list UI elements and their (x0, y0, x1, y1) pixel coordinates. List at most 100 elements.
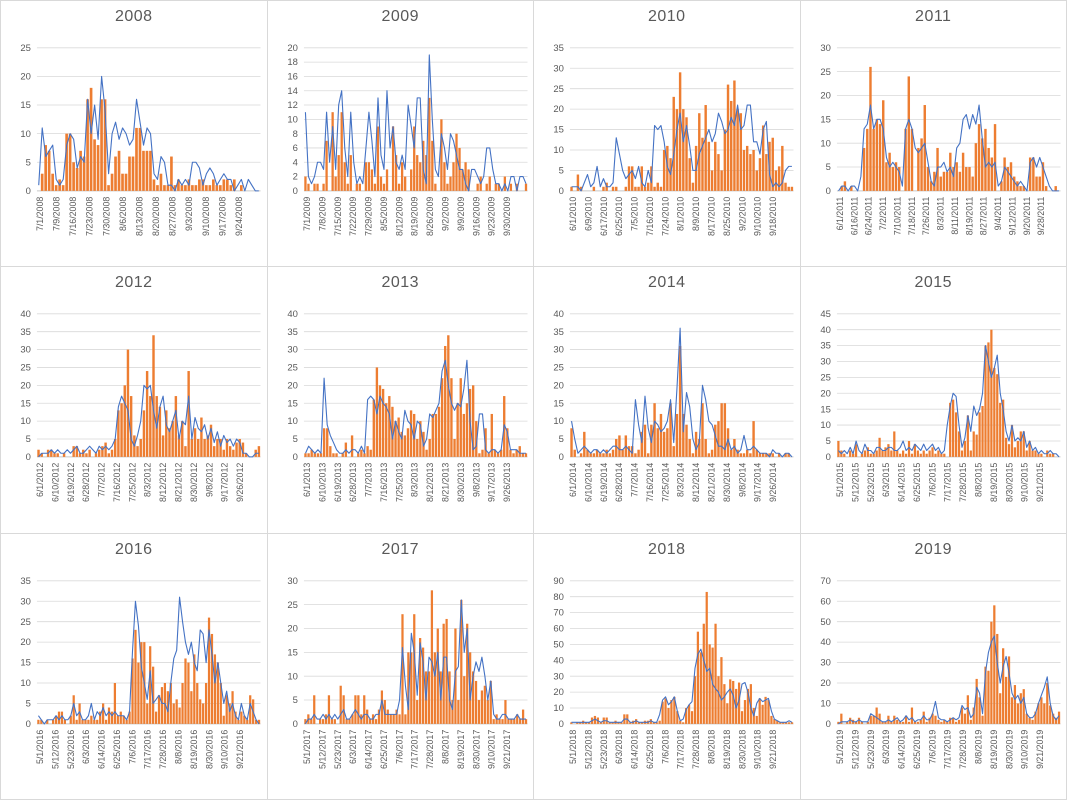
chart-cell-2013[interactable]: 2013 0 5 10 15 20 25 30 35 40 6/1/2013 6/10/2013 6/… (267, 267, 534, 534)
svg-text:7/28/2016: 7/28/2016 (158, 729, 168, 768)
svg-text:7/1/2008: 7/1/2008 (35, 197, 45, 231)
svg-text:6/3/2017: 6/3/2017 (348, 729, 358, 763)
svg-text:90: 90 (553, 575, 564, 586)
svg-text:7/5/2010: 7/5/2010 (629, 197, 639, 231)
svg-text:8/19/2011: 8/19/2011 (964, 197, 974, 236)
svg-text:9/30/2009: 9/30/2009 (502, 197, 512, 236)
svg-text:7/26/2011: 7/26/2011 (921, 197, 931, 236)
chart-cell-2017[interactable]: 2017 0 5 10 15 20 25 30 5/1/2017 5/12/2017 5/23/2… (267, 533, 534, 800)
svg-text:7/10/2011: 7/10/2011 (892, 197, 902, 236)
svg-text:8/13/2008: 8/13/2008 (134, 197, 144, 236)
svg-text:6/25/2017: 6/25/2017 (378, 729, 388, 768)
svg-text:8/30/2015: 8/30/2015 (1004, 463, 1014, 502)
svg-text:30: 30 (553, 62, 564, 73)
svg-text:15: 15 (820, 404, 831, 415)
svg-text:7/24/2010: 7/24/2010 (660, 197, 670, 236)
chart-cell-2009[interactable]: 2009 0 2 4 6 8 10 12 14 16 18 20 7/1/2009 7/8/2009 7/… (267, 1, 534, 268)
svg-text:8/27/2008: 8/27/2008 (167, 197, 177, 236)
chart-title: 2017 (381, 540, 420, 558)
svg-text:35: 35 (553, 42, 564, 53)
svg-text:20: 20 (820, 677, 831, 688)
svg-text:5/23/2018: 5/23/2018 (599, 729, 609, 768)
chart-cell-2014[interactable]: 2014 0 5 10 15 20 25 30 35 40 6/1/2014 6/10/2014 6/… (534, 267, 801, 534)
svg-text:8/19/2009: 8/19/2009 (409, 197, 419, 236)
svg-text:0: 0 (292, 451, 297, 462)
svg-text:6/28/2014: 6/28/2014 (614, 463, 624, 502)
svg-text:20: 20 (20, 636, 31, 647)
svg-text:8: 8 (292, 128, 297, 139)
chart-plot: 0 5 10 15 20 25 30 35 40 6/1/2013 6/10/2013 6/19/20… (287, 308, 528, 502)
chart-cell-2012[interactable]: 2012 0 5 10 15 20 25 30 35 40 6/1/2012 6/10/2012 6/… (1, 267, 268, 534)
svg-text:9/8/2012: 9/8/2012 (204, 463, 214, 497)
chart-cell-2008[interactable]: 2008 0 5 10 15 20 25 7/1/2008 7/9/2008 7/16/2008… (1, 1, 268, 268)
svg-text:30: 30 (20, 344, 31, 355)
svg-text:25: 25 (287, 362, 298, 373)
svg-text:9/20/2011: 9/20/2011 (1021, 197, 1031, 236)
svg-text:20: 20 (287, 622, 298, 633)
svg-text:14: 14 (287, 85, 298, 96)
svg-text:9/3/2008: 9/3/2008 (184, 197, 194, 231)
svg-text:5: 5 (26, 156, 31, 167)
svg-text:12: 12 (287, 99, 298, 110)
svg-text:0: 0 (825, 718, 830, 729)
chart-title: 2012 (114, 274, 153, 292)
chart-plot: 0 5 10 15 20 25 7/1/2008 7/9/2008 7/16/2008 7/23/… (20, 42, 261, 236)
svg-text:30: 30 (820, 656, 831, 667)
svg-text:5/1/2017: 5/1/2017 (301, 729, 311, 763)
svg-text:5/23/2016: 5/23/2016 (66, 729, 76, 768)
svg-text:7/16/2014: 7/16/2014 (645, 463, 655, 502)
svg-text:10: 10 (553, 144, 564, 155)
svg-text:0: 0 (825, 185, 830, 196)
svg-text:5: 5 (26, 434, 31, 445)
svg-text:6/19/2012: 6/19/2012 (66, 463, 76, 502)
svg-text:20: 20 (553, 686, 564, 697)
svg-text:6/3/2018: 6/3/2018 (614, 729, 624, 763)
svg-text:30: 30 (553, 344, 564, 355)
svg-text:70: 70 (820, 575, 831, 586)
svg-text:16: 16 (287, 71, 298, 82)
svg-text:7/7/2012: 7/7/2012 (96, 463, 106, 497)
svg-text:5: 5 (292, 434, 297, 445)
chart-title: 2019 (914, 540, 953, 558)
svg-text:25: 25 (20, 362, 31, 373)
svg-text:10: 10 (820, 420, 831, 431)
chart-cell-2016[interactable]: 2016 0 5 10 15 20 25 30 35 5/1/2016 5/12/2016 5/23… (1, 533, 268, 800)
svg-text:8/8/2015: 8/8/2015 (973, 463, 983, 497)
chart-cell-2010[interactable]: 2010 0 5 10 15 20 25 30 35 6/1/2010 6/9/2010 6/17/… (534, 1, 801, 268)
svg-text:15: 15 (553, 398, 564, 409)
svg-text:45: 45 (820, 308, 831, 319)
svg-text:8/8/2019: 8/8/2019 (973, 729, 983, 763)
svg-text:9/10/2010: 9/10/2010 (753, 197, 763, 236)
svg-text:7/17/2018: 7/17/2018 (676, 729, 686, 768)
svg-text:9/9/2009: 9/9/2009 (455, 197, 465, 231)
svg-text:25: 25 (820, 372, 831, 383)
svg-text:15: 15 (20, 398, 31, 409)
svg-text:9/26/2014: 9/26/2014 (768, 463, 778, 502)
svg-text:10: 10 (20, 128, 31, 139)
chart-title: 2009 (381, 8, 420, 25)
svg-text:7/6/2016: 7/6/2016 (127, 729, 137, 763)
svg-text:25: 25 (20, 42, 31, 53)
svg-text:35: 35 (820, 340, 831, 351)
svg-text:5: 5 (559, 165, 564, 176)
svg-text:8/12/2012: 8/12/2012 (158, 463, 168, 502)
svg-text:15: 15 (553, 124, 564, 135)
chart-cell-2018[interactable]: 2018 0 10 20 30 40 50 60 70 80 90 5/1/2018 5/12/201… (534, 533, 801, 800)
svg-text:30: 30 (20, 595, 31, 606)
chart-cell-2015[interactable]: 2015 0 5 10 15 20 25 30 35 40 45 5/1/2015 5/12/2015… (800, 267, 1067, 534)
svg-text:6/19/2014: 6/19/2014 (599, 463, 609, 502)
svg-text:18: 18 (287, 56, 298, 67)
svg-text:9/18/2010: 9/18/2010 (768, 197, 778, 236)
svg-text:20: 20 (287, 380, 298, 391)
chart-cell-2011[interactable]: 2011 0 5 10 15 20 25 30 6/1/2011 6/16/2011 6/24/2… (800, 1, 1067, 268)
chart-plot: 0 5 10 15 20 25 30 35 40 45 5/1/2015 5/12/2015 5/23/… (820, 308, 1061, 502)
svg-text:8/26/2009: 8/26/2009 (425, 197, 435, 236)
svg-text:7/15/2009: 7/15/2009 (332, 197, 342, 236)
svg-text:10: 10 (20, 416, 31, 427)
chart-cell-2019[interactable]: 2019 0 10 20 30 40 50 60 70 5/1/2019 5/12/2019 5/2… (800, 533, 1067, 800)
svg-text:35: 35 (287, 326, 298, 337)
svg-text:50: 50 (553, 638, 564, 649)
chart-title: 2015 (914, 274, 953, 292)
svg-text:9/8/2014: 9/8/2014 (737, 463, 747, 497)
svg-text:40: 40 (287, 308, 298, 319)
